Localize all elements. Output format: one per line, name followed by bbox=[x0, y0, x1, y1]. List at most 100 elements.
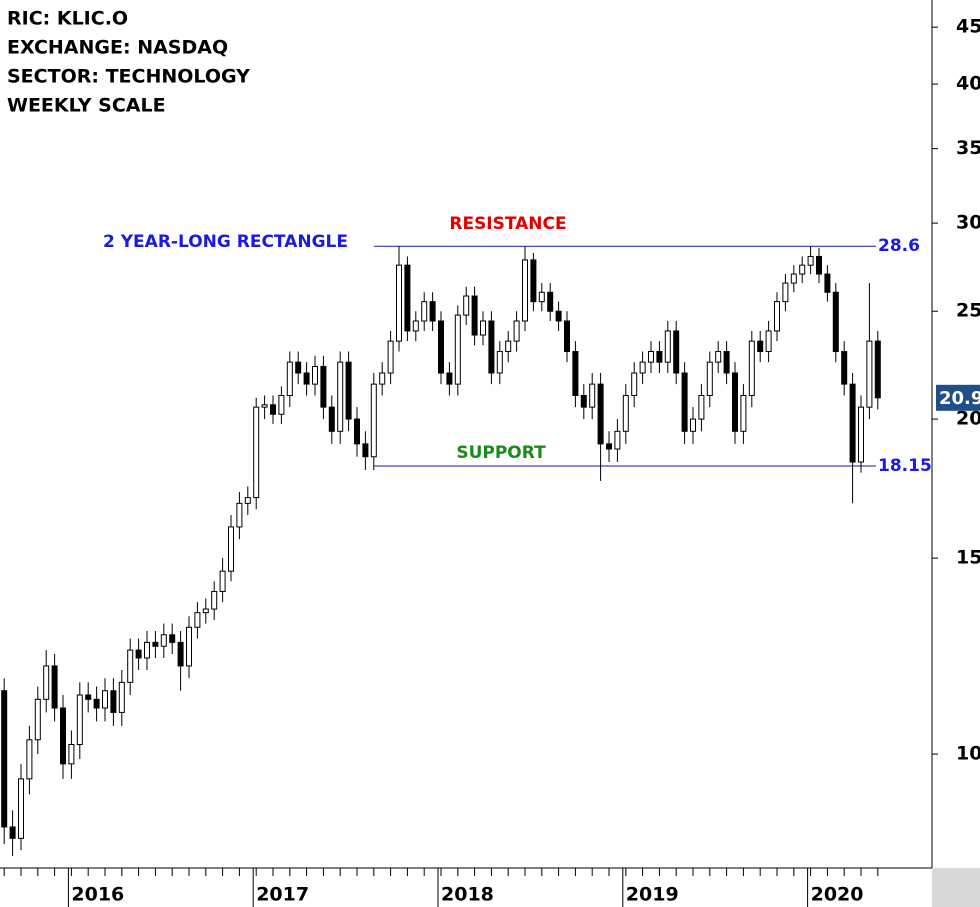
candle-body bbox=[664, 330, 671, 363]
candle-body bbox=[622, 394, 629, 432]
candle-body bbox=[824, 273, 831, 293]
candle-body bbox=[715, 351, 722, 363]
candle-body bbox=[807, 255, 814, 266]
candle-body bbox=[337, 361, 344, 432]
candle-body bbox=[790, 273, 797, 284]
candle-body bbox=[286, 361, 293, 396]
level-value: 18.15 bbox=[878, 456, 932, 476]
candle-body bbox=[723, 351, 730, 374]
candle-body bbox=[396, 264, 402, 342]
candle-body bbox=[228, 526, 234, 572]
candle-body bbox=[370, 383, 377, 458]
candle-body bbox=[354, 418, 360, 445]
x-tick-label: 2018 bbox=[441, 884, 494, 906]
last-price-box bbox=[936, 384, 980, 411]
candle-body bbox=[270, 404, 276, 415]
y-tick-label: 35 bbox=[956, 137, 980, 159]
candle-body bbox=[202, 608, 209, 614]
candle-body bbox=[765, 330, 772, 353]
candle-body bbox=[194, 612, 201, 628]
candle-body bbox=[496, 351, 503, 374]
y-tick-label: 10 bbox=[956, 743, 980, 765]
candle-body bbox=[538, 291, 545, 303]
candle-body bbox=[866, 340, 873, 408]
candle-body bbox=[690, 418, 696, 432]
candle-body bbox=[774, 301, 780, 332]
candle-body bbox=[597, 383, 604, 445]
x-tick-label: 2017 bbox=[256, 884, 309, 906]
candle-body bbox=[43, 665, 50, 700]
candle-body bbox=[1, 690, 8, 828]
x-tick-label: 2019 bbox=[626, 884, 679, 906]
candle-body bbox=[110, 690, 117, 713]
candle-body bbox=[673, 330, 680, 374]
candle-body bbox=[34, 698, 41, 741]
candle-body bbox=[429, 301, 436, 322]
candle-body bbox=[328, 406, 335, 432]
candle-body bbox=[648, 351, 654, 363]
candle-body bbox=[740, 394, 747, 432]
candle-body bbox=[127, 649, 134, 683]
y-tick-label: 25 bbox=[956, 300, 980, 322]
y-tick-label: 45 bbox=[956, 16, 980, 38]
candle-body bbox=[471, 295, 478, 336]
candle-body bbox=[177, 641, 184, 667]
candle-body bbox=[454, 314, 461, 385]
candle-body bbox=[757, 340, 764, 353]
candle-body bbox=[849, 383, 856, 463]
y-tick-label: 15 bbox=[956, 547, 980, 569]
candle-body bbox=[26, 739, 33, 780]
last-price: 20.9 bbox=[939, 388, 980, 409]
pattern-label: 2 YEAR-LONG RECTANGLE bbox=[103, 232, 348, 252]
candle-body bbox=[706, 361, 713, 396]
candle-body bbox=[656, 351, 663, 363]
candle-body bbox=[244, 497, 251, 504]
candle-body bbox=[186, 626, 192, 667]
candle-body bbox=[530, 259, 537, 303]
level-name: RESISTANCE bbox=[449, 214, 566, 234]
candle-body bbox=[732, 372, 738, 432]
candle-body bbox=[236, 502, 243, 528]
candle-body bbox=[253, 406, 260, 499]
candle-body bbox=[18, 778, 24, 839]
candle-body bbox=[748, 340, 755, 396]
candle-body bbox=[169, 634, 176, 643]
y-tick-label: 20 bbox=[956, 408, 980, 430]
candle-body bbox=[68, 744, 75, 765]
candle-body bbox=[522, 259, 528, 322]
candle-body bbox=[211, 590, 218, 610]
candle-body bbox=[841, 351, 848, 385]
candle-body bbox=[421, 301, 428, 322]
candle-body bbox=[85, 694, 92, 700]
candle-body bbox=[513, 320, 520, 342]
candle-body bbox=[144, 641, 150, 659]
candle-body bbox=[51, 665, 58, 709]
level-name: SUPPORT bbox=[456, 443, 546, 463]
candle-body bbox=[799, 264, 806, 275]
x-tick-label: 2020 bbox=[811, 884, 864, 906]
candle-body bbox=[387, 340, 394, 374]
candle-body bbox=[505, 340, 512, 353]
candle-body bbox=[816, 255, 822, 275]
candle-body bbox=[76, 694, 83, 746]
candle-body bbox=[589, 383, 596, 408]
candle-body bbox=[379, 372, 386, 385]
candle-body bbox=[93, 698, 100, 709]
candle-body bbox=[135, 649, 142, 659]
candle-body bbox=[118, 681, 125, 713]
candle-body bbox=[60, 707, 66, 765]
candle-body bbox=[446, 372, 453, 385]
candle-body bbox=[303, 372, 310, 385]
candle-body bbox=[295, 361, 302, 374]
candle-body bbox=[362, 443, 369, 458]
candle-body bbox=[463, 295, 470, 316]
candle-body bbox=[631, 372, 638, 396]
candle-body bbox=[698, 394, 705, 420]
candle-body bbox=[412, 320, 419, 332]
candle-body bbox=[438, 320, 444, 374]
y-tick-label: 30 bbox=[956, 212, 980, 234]
candle-body bbox=[219, 570, 226, 592]
candle-body bbox=[782, 282, 789, 303]
candle-body bbox=[681, 372, 688, 432]
